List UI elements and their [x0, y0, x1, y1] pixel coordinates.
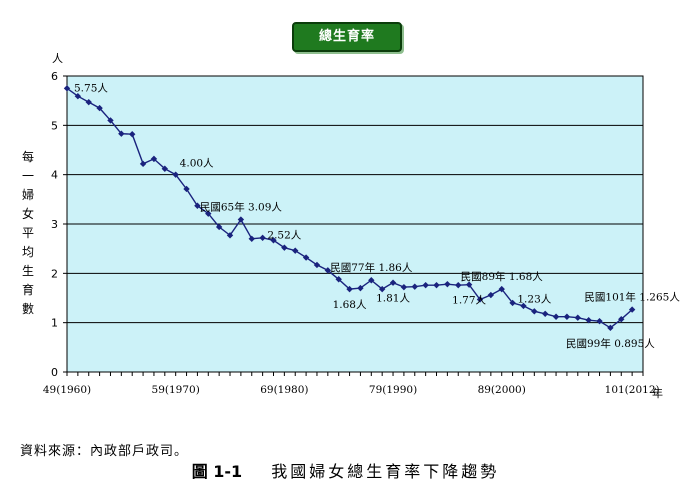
x-axis-unit: 年 [652, 387, 663, 400]
data-point [476, 296, 484, 303]
data-point [63, 85, 71, 92]
data-point [96, 104, 103, 112]
data-point [74, 93, 82, 100]
data-point [628, 306, 636, 313]
data-point [541, 310, 549, 317]
data-point [205, 210, 212, 217]
figure-number: 圖 1-1 [191, 462, 243, 481]
data-point [281, 244, 288, 251]
data-label: 民國77年 1.86人 [330, 261, 413, 274]
x-tick-label: 79(1990) [369, 384, 417, 396]
data-point [509, 299, 516, 307]
data-point [574, 314, 581, 321]
data-point [226, 232, 234, 239]
data-point [465, 281, 473, 288]
data-label: 民國89年 1.68人 [461, 270, 544, 283]
data-point [292, 247, 299, 254]
y-tick-label: 0 [51, 366, 58, 379]
data-point [237, 216, 245, 223]
line-chart: 0 1 2 3 4 5 6 49(1960) 59(1970) 69(1980) 79(1990) 8… [43, 70, 680, 396]
data-point [118, 130, 125, 137]
data-label: 1.77人 [452, 295, 486, 307]
figure-caption: 圖 1-1 我國婦女總生育率下降趨勢 [0, 458, 691, 482]
data-label: 4.00人 [180, 158, 214, 170]
data-point [270, 237, 277, 244]
data-point [389, 279, 397, 286]
data-point [85, 98, 92, 106]
x-tick-label: 49(1960) [43, 384, 91, 396]
data-point [563, 313, 571, 320]
data-label: 1.68人 [333, 299, 367, 311]
data-point [248, 235, 255, 242]
data-point [183, 185, 190, 193]
y-tick-label: 6 [51, 70, 58, 83]
y-tick-label: 2 [51, 267, 58, 280]
data-point [585, 317, 592, 324]
data-point [498, 285, 505, 293]
data-point [422, 281, 429, 289]
x-tick-label: 59(1970) [152, 384, 200, 396]
data-point [596, 317, 603, 325]
y-axis-unit: 人 [52, 52, 63, 65]
data-point [444, 280, 451, 288]
data-point [107, 117, 114, 124]
data-point [368, 277, 375, 284]
data-point [552, 313, 560, 320]
data-point [172, 171, 179, 178]
data-point [531, 308, 538, 315]
data-point [324, 267, 332, 274]
y-tick-label: 1 [51, 317, 58, 330]
data-label: 5.75人 [74, 82, 108, 94]
data-point [487, 291, 495, 299]
data-point [194, 202, 201, 209]
data-point [302, 254, 310, 261]
data-point [150, 155, 158, 163]
data-label: 1.23人 [517, 293, 551, 305]
x-tick-label: 101(2012) [605, 384, 660, 396]
data-point [433, 281, 440, 289]
data-point [139, 160, 147, 168]
data-label: 1.81人 [376, 293, 410, 305]
x-tick-label: 69(1980) [260, 384, 308, 396]
data-label: 民國101年 1.265人 [584, 291, 680, 304]
data-point [520, 302, 527, 310]
data-point [607, 324, 614, 332]
source-note: 資料來源：內政部戶政司。 [20, 444, 189, 459]
data-label: 民國99年 0.895人 [566, 337, 655, 350]
x-tick-label: 89(2000) [478, 384, 526, 396]
y-tick-label: 5 [51, 119, 58, 132]
data-point [400, 283, 408, 291]
data-point [378, 285, 386, 293]
y-tick-label: 3 [51, 218, 58, 231]
y-axis-label: 每一婦女平均生育數 [21, 150, 34, 316]
data-label: 2.52人 [267, 230, 301, 242]
data-point [335, 276, 342, 283]
data-point [411, 283, 418, 290]
data-point [357, 284, 364, 292]
data-point [215, 223, 223, 231]
data-point [346, 285, 353, 293]
data-point [455, 281, 462, 289]
data-point [129, 131, 136, 138]
data-point [161, 165, 169, 172]
y-tick-label: 4 [51, 169, 58, 182]
data-point [313, 261, 321, 269]
data-point [259, 234, 266, 242]
chart-title: 總生育率 [292, 22, 402, 52]
data-label: 民國65年 3.09人 [200, 201, 283, 214]
data-point [618, 316, 625, 323]
figure-title: 我國婦女總生育率下降趨勢 [271, 462, 500, 481]
